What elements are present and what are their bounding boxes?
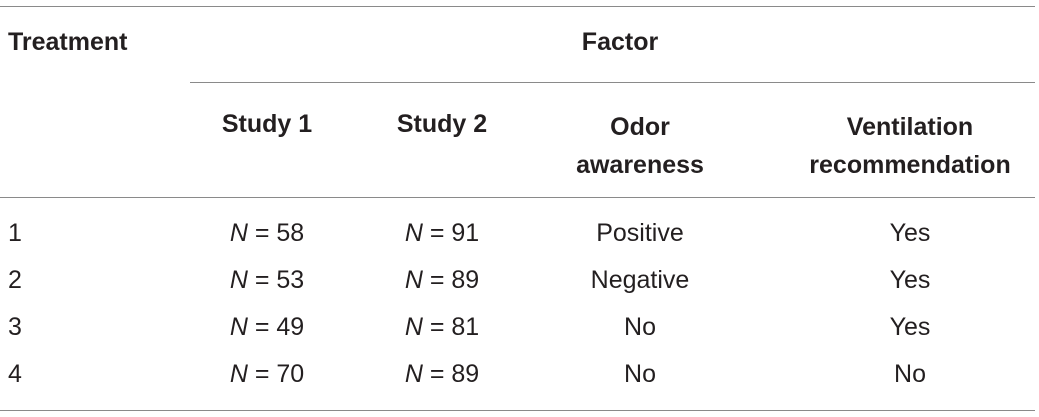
cell-study2-val: = 89 <box>422 360 480 388</box>
cell-study2-var: N <box>404 360 423 388</box>
cell-study1-val: = 70 <box>247 360 305 388</box>
cell-odor: Negative <box>590 266 690 294</box>
cell-study1: N = 53 <box>197 264 337 296</box>
factor-rule <box>190 82 1035 83</box>
header-treatment: Treatment <box>8 28 128 56</box>
cell-study2: N = 89 <box>372 358 512 390</box>
cell-study2-var: N <box>404 313 423 341</box>
cell-study1-var: N <box>229 313 248 341</box>
cell-study1-var: N <box>229 219 248 247</box>
cell-study2: N = 81 <box>372 311 512 343</box>
header-vent-line2: recommendation <box>809 151 1011 179</box>
cell-odor: No <box>624 313 656 341</box>
header-study1: Study 1 <box>221 110 313 138</box>
cell-study1: N = 49 <box>197 311 337 343</box>
cell-study1-val: = 53 <box>247 266 305 294</box>
cell-ventilation: No <box>894 360 926 388</box>
cell-study1: N = 58 <box>197 217 337 249</box>
cell-ventilation: Yes <box>889 266 931 294</box>
header-vent-line1: Ventilation <box>846 113 974 141</box>
cell-treatment: 4 <box>8 360 22 388</box>
cell-study1-var: N <box>229 360 248 388</box>
cell-study1: N = 70 <box>197 358 337 390</box>
header-study2: Study 2 <box>396 110 488 138</box>
cell-treatment: 1 <box>8 219 22 247</box>
cell-study2-var: N <box>404 266 423 294</box>
bottom-rule <box>0 410 1035 411</box>
cell-study1-var: N <box>229 266 248 294</box>
cell-odor: Positive <box>596 219 684 247</box>
cell-study2-val: = 81 <box>422 313 480 341</box>
cell-study2: N = 91 <box>372 217 512 249</box>
header-factor: Factor <box>581 28 659 56</box>
header-odor-line1: Odor <box>610 113 670 141</box>
cell-ventilation: Yes <box>889 219 931 247</box>
cell-study2-val: = 91 <box>422 219 480 247</box>
cell-study2: N = 89 <box>372 264 512 296</box>
cell-treatment: 2 <box>8 266 22 294</box>
cell-odor: No <box>624 360 656 388</box>
cell-ventilation: Yes <box>889 313 931 341</box>
cell-study2-val: = 89 <box>422 266 480 294</box>
cell-study1-val: = 58 <box>247 219 305 247</box>
cell-study2-var: N <box>404 219 423 247</box>
header-odor-awareness: Odor awareness <box>545 108 735 184</box>
cell-study1-val: = 49 <box>247 313 305 341</box>
header-odor-line2: awareness <box>576 151 704 179</box>
header-bottom-rule <box>0 197 1035 198</box>
cell-treatment: 3 <box>8 313 22 341</box>
header-ventilation-recommendation: Ventilation recommendation <box>785 108 1035 184</box>
top-rule <box>0 6 1035 7</box>
